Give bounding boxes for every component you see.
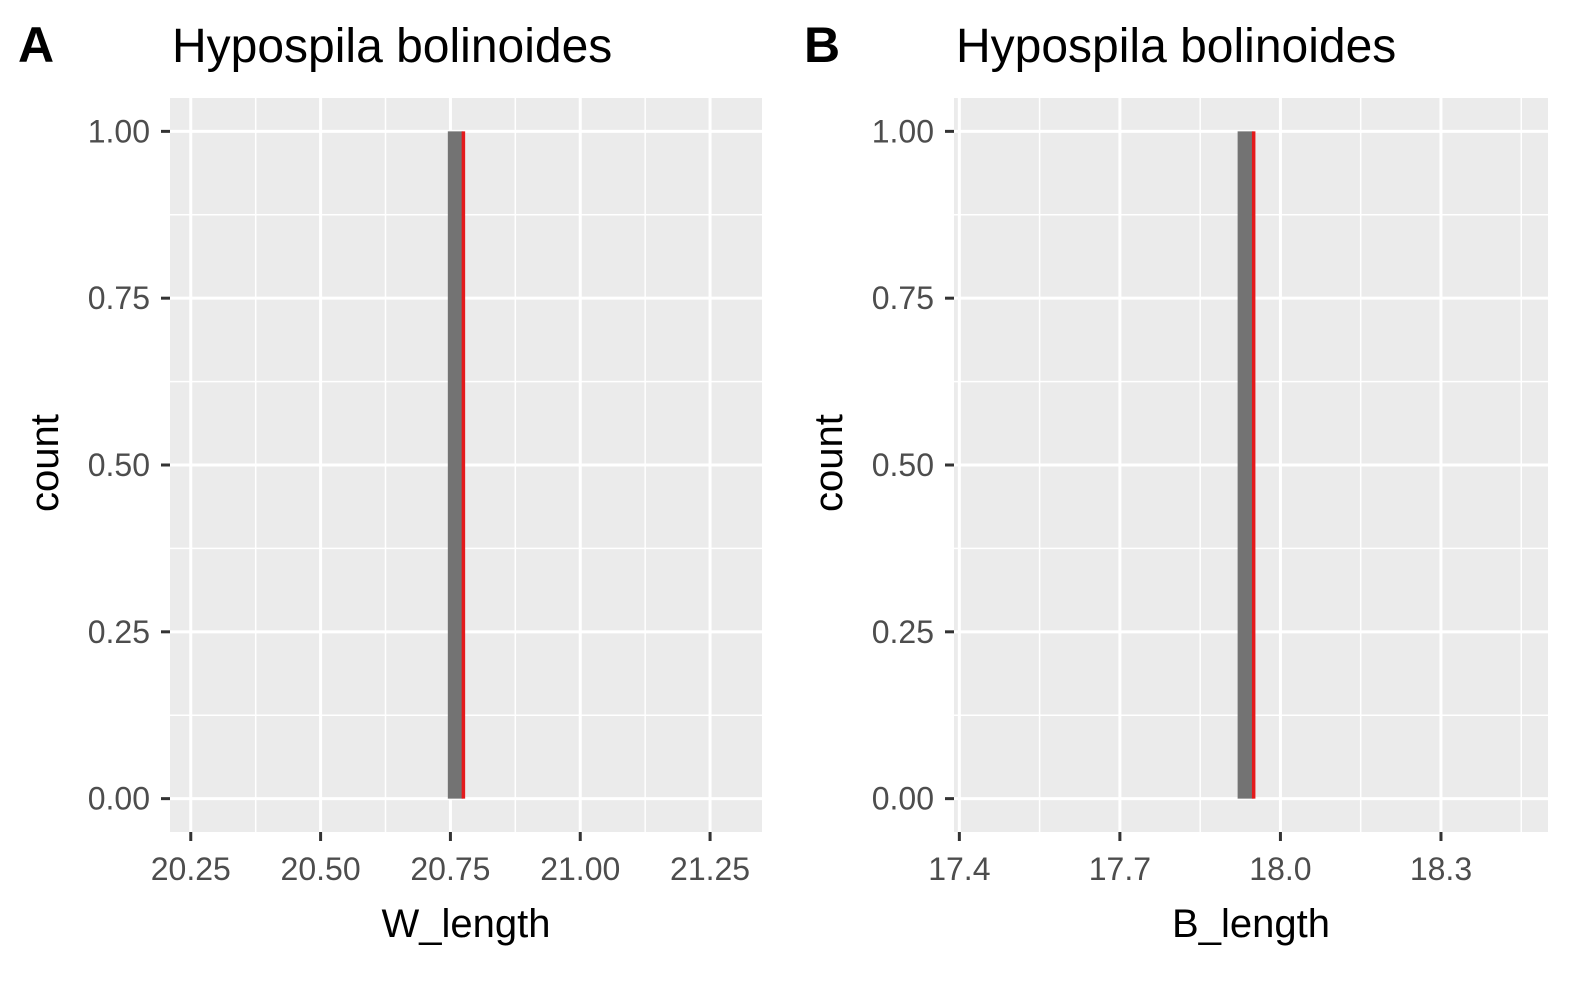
y-axis-title: count xyxy=(23,414,67,512)
histogram-bar xyxy=(1237,131,1254,799)
x-tick-label: 17.7 xyxy=(1089,851,1151,887)
y-tick-label: 0.50 xyxy=(88,447,150,483)
x-tick-label: 20.75 xyxy=(410,851,490,887)
x-tick-label: 21.25 xyxy=(670,851,750,887)
y-tick-label: 0.25 xyxy=(88,614,150,650)
panel-tag: A xyxy=(18,17,54,73)
histogram-bar xyxy=(447,131,464,799)
x-axis-title: W_length xyxy=(382,902,551,946)
panel-title: Hypospila bolinoides xyxy=(172,20,612,73)
y-tick-label: 0.00 xyxy=(88,781,150,817)
panel-title: Hypospila bolinoides xyxy=(956,20,1396,73)
panel-tag: B xyxy=(804,17,840,73)
x-tick-label: 20.25 xyxy=(151,851,231,887)
y-tick-label: 0.50 xyxy=(872,447,934,483)
y-tick-label: 1.00 xyxy=(872,113,934,149)
x-tick-label: 17.4 xyxy=(928,851,990,887)
x-tick-label: 18.3 xyxy=(1410,851,1472,887)
y-tick-label: 0.00 xyxy=(872,781,934,817)
y-tick-label: 1.00 xyxy=(88,113,150,149)
x-tick-label: 21.00 xyxy=(540,851,620,887)
x-tick-label: 18.0 xyxy=(1249,851,1311,887)
x-axis-title: B_length xyxy=(1172,902,1330,946)
chart-panel-b: 0.00 0.25 0.50 0.75 1.00 17.4 17.7 18.0 18.3 B_le… xyxy=(804,17,1548,946)
y-tick-label: 0.75 xyxy=(872,280,934,316)
chart-panel-a: 0.00 0.25 0.50 0.75 1.00 20.25 20.50 20.75 21.00… xyxy=(18,17,762,946)
y-tick-label: 0.75 xyxy=(88,280,150,316)
y-axis-title: count xyxy=(807,414,851,512)
y-tick-label: 0.25 xyxy=(872,614,934,650)
x-tick-label: 20.50 xyxy=(281,851,361,887)
